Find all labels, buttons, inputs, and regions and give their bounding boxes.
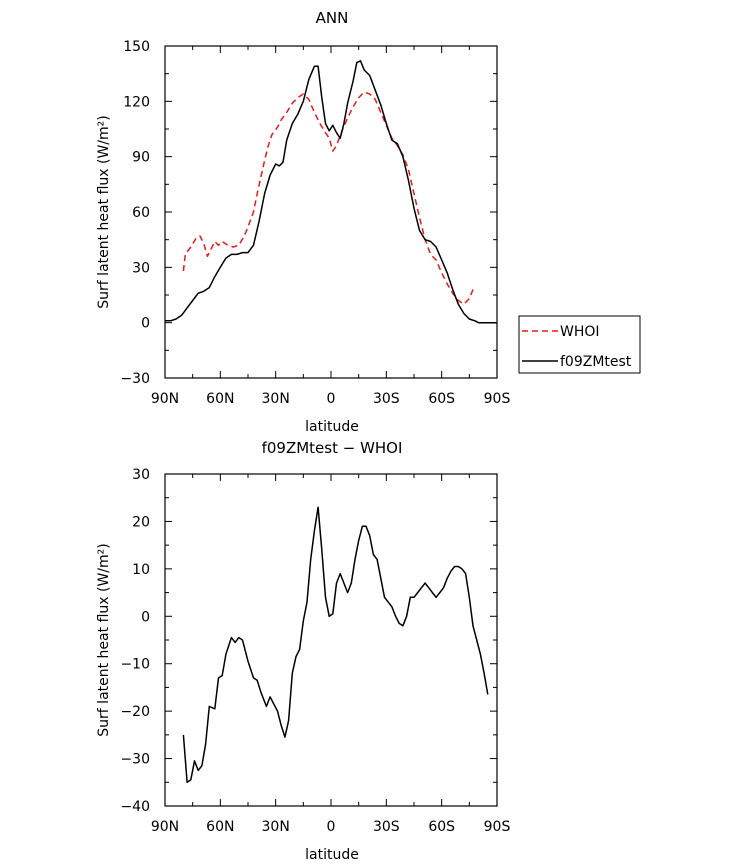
top-y-tick-label: 60 bbox=[132, 205, 150, 221]
bottom-y-tick-label: −10 bbox=[120, 657, 150, 673]
top-panel: ANN Surf latent heat flux (W/m²) latitud… bbox=[96, 9, 641, 435]
top-series-line-whoi bbox=[182, 91, 474, 305]
top-y-tick-label: 150 bbox=[123, 39, 150, 55]
top-y-axis-label: Surf latent heat flux (W/m²) bbox=[96, 115, 112, 308]
bottom-y-axis-label: Surf latent heat flux (W/m²) bbox=[96, 543, 112, 736]
bottom-x-tick-label: 0 bbox=[327, 819, 336, 835]
top-x-tick-label: 30S bbox=[373, 391, 400, 407]
bottom-axis-ticks: 90N 60N 30N 0 30S 60S 90S −40 −30 −20 −10 0 10 20 30 bbox=[120, 467, 510, 835]
top-y-tick-label: −30 bbox=[120, 371, 150, 387]
legend: WHOI f09ZMtest bbox=[518, 315, 641, 374]
top-axis-ticks: 90N 60N 30N 0 30S 60S 90S −30 0 30 60 90 120 150 bbox=[120, 39, 510, 407]
bottom-series-lines bbox=[182, 506, 489, 784]
bottom-panel: f09ZMtest − WHOI Surf latent heat flux (… bbox=[96, 439, 510, 863]
bottom-x-tick-label: 30N bbox=[262, 819, 290, 835]
bottom-y-tick-label: −20 bbox=[120, 704, 150, 720]
bottom-y-tick-label: 20 bbox=[132, 514, 150, 530]
legend-whoi-label: WHOI bbox=[560, 324, 600, 340]
top-x-tick-label: 60S bbox=[428, 391, 455, 407]
bottom-y-tick-label: 0 bbox=[141, 609, 150, 625]
bottom-x-tick-label: 60N bbox=[206, 819, 234, 835]
top-y-tick-label: 120 bbox=[123, 94, 150, 110]
legend-f09zmtest-label: f09ZMtest bbox=[560, 354, 632, 370]
bottom-x-tick-label: 90S bbox=[484, 819, 511, 835]
bottom-x-tick-label: 60S bbox=[428, 819, 455, 835]
top-x-tick-label: 60N bbox=[206, 391, 234, 407]
top-y-tick-label: 30 bbox=[132, 260, 150, 276]
bottom-x-tick-label: 30S bbox=[373, 819, 400, 835]
bottom-series-line-difference bbox=[182, 506, 489, 784]
bottom-x-tick-label: 90N bbox=[151, 819, 179, 835]
top-y-tick-label: 90 bbox=[132, 150, 150, 166]
top-series-line-f09zmtest bbox=[165, 60, 497, 324]
top-x-tick-label: 90S bbox=[484, 391, 511, 407]
bottom-plot-frame bbox=[164, 473, 498, 807]
top-x-tick-label: 90N bbox=[151, 391, 179, 407]
legend-box bbox=[518, 315, 641, 374]
top-x-tick-label: 30N bbox=[262, 391, 290, 407]
bottom-x-axis-label: latitude bbox=[305, 847, 359, 863]
top-y-tick-label: 0 bbox=[141, 316, 150, 332]
bottom-y-tick-label: 10 bbox=[132, 562, 150, 578]
top-series-lines bbox=[165, 60, 497, 324]
bottom-chart-title: f09ZMtest − WHOI bbox=[262, 439, 403, 457]
bottom-y-tick-label: −30 bbox=[120, 752, 150, 768]
bottom-y-tick-label: 30 bbox=[132, 467, 150, 483]
top-plot-frame bbox=[164, 45, 498, 379]
top-x-axis-label: latitude bbox=[305, 419, 359, 435]
top-x-tick-label: 0 bbox=[327, 391, 336, 407]
bottom-y-tick-label: −40 bbox=[120, 799, 150, 815]
top-chart-title: ANN bbox=[316, 9, 349, 27]
